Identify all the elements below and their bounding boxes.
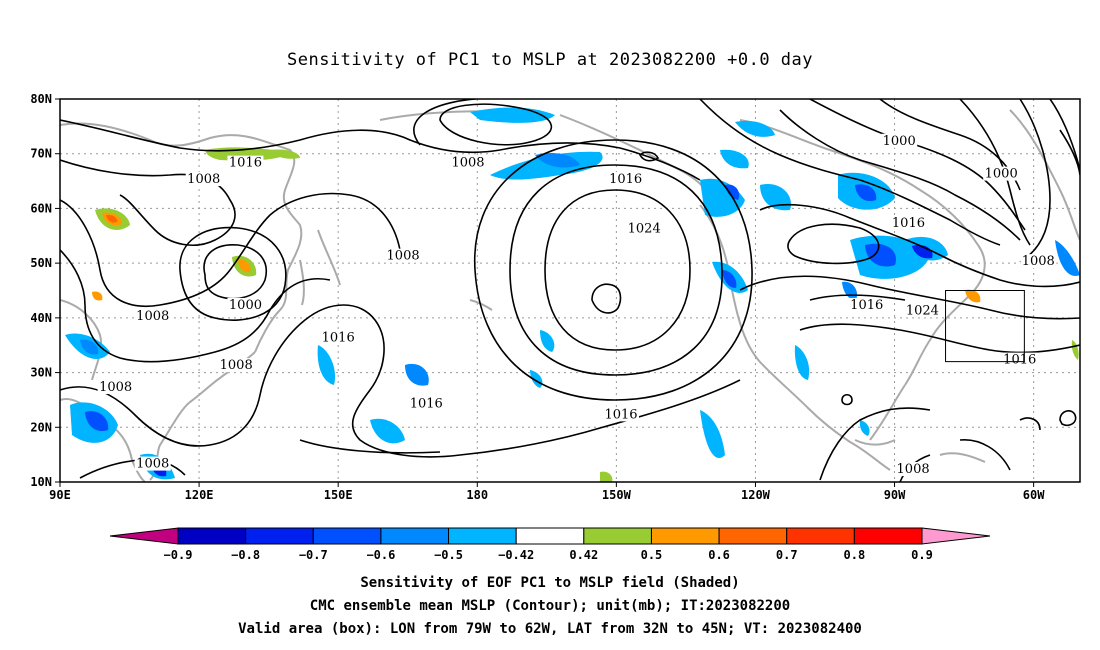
lat-tick-label: 60N xyxy=(30,201,52,215)
colorbar-segment xyxy=(177,527,247,545)
contour-label-bg xyxy=(890,215,927,230)
contour-label-bg xyxy=(408,396,445,411)
lon-tick-label: 60W xyxy=(1023,488,1045,502)
colorbar-segment xyxy=(312,527,382,545)
contour-label-bg xyxy=(185,172,222,187)
contour-label: 1016 xyxy=(1003,353,1036,368)
lat-tick-label: 50N xyxy=(30,256,52,270)
colorbar-label: 0.6 xyxy=(708,548,730,562)
map-title: Sensitivity of PC1 to MSLP at 2023082200… xyxy=(286,50,813,70)
contour-label-bg xyxy=(218,358,255,373)
contour-label-bg xyxy=(983,166,1020,181)
contour-label-bg xyxy=(626,221,663,236)
colorbar-segment xyxy=(650,527,720,545)
colorbar: −0.9 −0.8 −0.7 −0.6 −0.5 −0.42 0.42 0.5 0.6 0.7 0.… xyxy=(109,527,991,562)
contour-label: 1024 xyxy=(906,303,939,318)
contour-label: 1024 xyxy=(628,221,661,236)
colorbar-segment xyxy=(786,527,855,545)
contour-label-bg xyxy=(134,308,171,323)
contour-label: 1016 xyxy=(604,407,637,422)
contour-label: 1016 xyxy=(892,216,925,231)
lon-tick-label: 150W xyxy=(602,488,632,502)
contour-label: 1008 xyxy=(897,462,930,477)
contour-label: 1016 xyxy=(322,331,355,346)
colorbar-label: 0.5 xyxy=(641,548,663,562)
mslp-contours xyxy=(60,99,1080,482)
colorbar-segment xyxy=(245,527,314,545)
lon-tick-label: 90E xyxy=(49,488,71,502)
caption-contour: CMC ensemble mean MSLP (Contour); unit(m… xyxy=(309,598,791,614)
contour-label: 1008 xyxy=(1022,254,1055,269)
lon-tick-label: 90W xyxy=(884,488,906,502)
caption-shading: Sensitivity of EOF PC1 to MSLP field (Sh… xyxy=(360,575,740,591)
contour-label: 1016 xyxy=(850,298,883,313)
contour-label-bg xyxy=(848,297,885,312)
contour-label: 1008 xyxy=(99,380,132,395)
colorbar-label: 0.9 xyxy=(911,548,933,562)
lat-tick-label: 40N xyxy=(30,311,52,325)
colorbar-segment xyxy=(853,527,923,545)
colorbar-label: 0.8 xyxy=(844,548,866,562)
contour-label: 1016 xyxy=(410,396,443,411)
colorbar-label: 0.42 xyxy=(569,548,598,562)
colorbar-segment xyxy=(448,527,517,545)
lon-tick-label: 120E xyxy=(185,488,214,502)
lon-tick-label: 150E xyxy=(324,488,353,502)
latitude-axis: 80N 70N 60N 50N 40N 30N 20N 10N xyxy=(30,92,60,489)
contour-label: 1000 xyxy=(883,134,916,149)
contour-label-bg xyxy=(227,297,264,312)
contour-labels: 1016 1008 1008 1016 1000 1000 1016 1024 1008 1000… xyxy=(97,106,1100,477)
contour-label-bg xyxy=(320,330,357,345)
contour-label-bg xyxy=(1020,254,1057,269)
contour-label: 1008 xyxy=(220,358,253,373)
contour-label: 1016 xyxy=(609,172,642,187)
longitude-axis: 90E 120E 150E 180 150W 120W 90W 60W xyxy=(49,482,1045,502)
colorbar-label: −0.42 xyxy=(498,548,534,562)
lat-tick-label: 10N xyxy=(30,475,52,489)
contour-label-bg xyxy=(450,155,486,170)
contour-label: 1008 xyxy=(451,156,484,171)
colorbar-segment xyxy=(380,527,450,545)
contour-label: 1000 xyxy=(229,298,262,313)
lat-tick-label: 30N xyxy=(30,366,52,380)
lat-tick-label: 20N xyxy=(30,420,52,434)
colorbar-segment xyxy=(583,527,652,545)
contour-label-bg xyxy=(881,133,918,148)
lat-tick-label: 80N xyxy=(30,92,52,106)
colorbar-label: −0.5 xyxy=(434,548,463,562)
contour-label-bg xyxy=(603,407,639,422)
colorbar-label: −0.8 xyxy=(231,548,260,562)
contour-label: 1008 xyxy=(187,172,220,187)
contour-label: 1016 xyxy=(229,156,262,171)
contour-label-bg xyxy=(895,462,932,477)
contour-label: 1008 xyxy=(387,249,420,264)
colorbar-min-arrow xyxy=(109,527,179,545)
contour-label-bg xyxy=(134,456,171,471)
lat-tick-label: 70N xyxy=(30,147,52,161)
colorbar-max-arrow xyxy=(921,527,991,545)
colorbar-label: −0.9 xyxy=(164,548,193,562)
contour-label: 1000 xyxy=(985,167,1018,182)
colorbar-label: −0.7 xyxy=(299,548,328,562)
colorbar-segment xyxy=(515,527,585,545)
colorbar-label: 0.7 xyxy=(776,548,798,562)
contour-label-bg xyxy=(607,172,644,187)
valid-area-box xyxy=(945,290,1025,363)
contour-label-bg xyxy=(385,248,422,263)
contour-label-bg xyxy=(227,155,264,170)
contour-label-bg xyxy=(1001,352,1038,367)
lon-tick-label: 180 xyxy=(466,488,488,502)
sensitivity-shading xyxy=(65,107,1080,482)
plot-frame xyxy=(59,98,1081,483)
colorbar-segment xyxy=(718,527,788,545)
caption-valid-area: Valid area (box): LON from 79W to 62W, L… xyxy=(238,621,862,637)
contour-label: 1008 xyxy=(136,309,169,324)
contour-label-bg xyxy=(904,303,941,318)
lon-tick-label: 120W xyxy=(741,488,771,502)
colorbar-label: −0.6 xyxy=(366,548,395,562)
contour-label-bg xyxy=(97,379,134,394)
contour-label-bg xyxy=(1098,106,1100,121)
contour-label: 1008 xyxy=(136,457,169,472)
